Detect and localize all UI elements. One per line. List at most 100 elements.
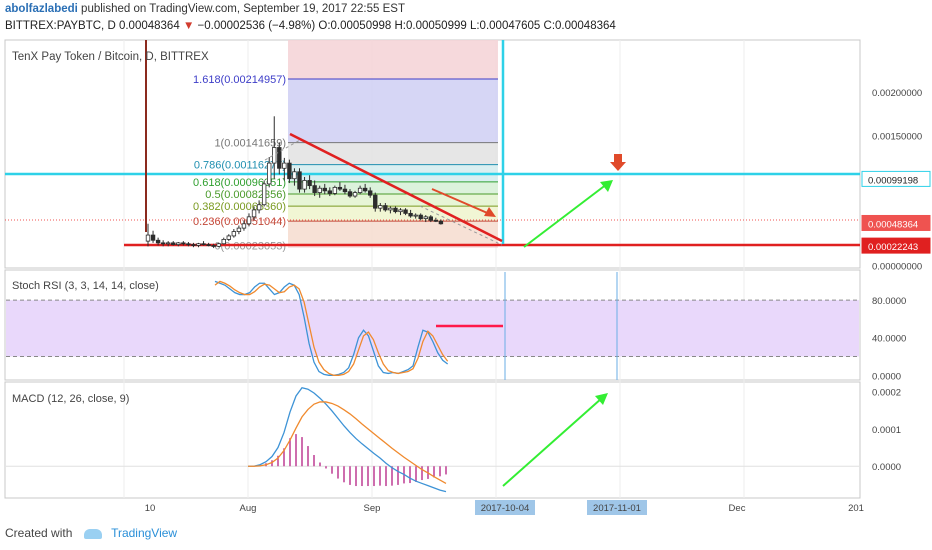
candle-body-26 (277, 147, 282, 169)
macd-tick-1: 0.0001 (872, 425, 901, 436)
fib-zone-5 (288, 206, 498, 222)
candle-body-54 (418, 214, 423, 219)
macd-tick-2: 0.0000 (872, 462, 901, 473)
price-tag-0: 0.00099198 (868, 175, 918, 186)
fib-zone-0 (288, 79, 498, 143)
tradingview-brand[interactable]: TradingView (111, 526, 178, 540)
fib-label-0: 1.618(0.00214957) (193, 74, 286, 86)
stoch-title: Stoch RSI (3, 3, 14, 14, close) (12, 280, 159, 292)
candle-body-16 (226, 235, 231, 240)
red-down-arrow-marker[interactable] (610, 154, 626, 171)
stoch-pane-frame (4, 269, 861, 381)
downtrend-line[interactable] (289, 132, 503, 243)
quote-high: H:0.00050999 (394, 20, 467, 32)
candle-body-18 (236, 227, 242, 232)
green-up-arrow-main[interactable] (523, 180, 613, 248)
fib-label-3: 0.618(0.00096351) (193, 177, 286, 189)
candle-body-47 (383, 205, 388, 211)
candle-body-9 (191, 244, 196, 246)
macd-series (248, 387, 447, 493)
candle-body-55 (423, 216, 428, 219)
fib-label-6: 0.236(0.00051044) (193, 216, 286, 228)
fib-top-shade (288, 40, 498, 80)
stoch-series (214, 280, 449, 376)
fib-trend-dashed-line (264, 139, 301, 161)
x-tick-5: Dec (729, 503, 746, 514)
candle-body-40 (347, 191, 353, 197)
price-tag-bg-0 (861, 170, 931, 187)
macd-line-0 (248, 387, 447, 493)
candle-body-33 (312, 185, 317, 193)
price-tag-2: 0.00022243 (868, 242, 918, 253)
green-up-arrow-macd[interactable] (502, 393, 608, 487)
candle-body-1 (150, 234, 156, 241)
footer: Created with TradingView (5, 526, 177, 540)
candle-body-20 (246, 216, 252, 225)
candle-body-4 (165, 242, 171, 245)
candle-series (145, 116, 444, 249)
down-triangle-icon: ▼ (182, 20, 195, 32)
y-tick-2: 0.00000000 (872, 261, 922, 272)
price-tag-bg-2 (861, 237, 931, 254)
candle-body-22 (256, 204, 262, 211)
quote-symbol: BITTREX:PAYBTC, D (5, 20, 116, 32)
fib-label-2: 0.786(0.00116277) (194, 160, 286, 172)
candle-body-29 (292, 171, 297, 180)
fib-zone-4 (288, 194, 498, 207)
macd-pane-frame (4, 381, 861, 499)
candle-body-10 (196, 243, 201, 246)
candle-body-50 (398, 209, 403, 213)
candle-body-19 (241, 223, 247, 229)
candle-body-5 (171, 242, 176, 245)
fib-label-1: 1(0.00141659) (214, 138, 286, 150)
candle-body-6 (176, 242, 181, 245)
candle-body-28 (287, 162, 292, 180)
candle-body-43 (362, 187, 368, 192)
price-axis[interactable]: 0.00200000 0.00150000 0.00000000 0.00099198… (861, 88, 931, 473)
stoch-tick-1: 40.0000 (872, 334, 906, 345)
candle-body-52 (408, 212, 413, 217)
candle-body-2 (155, 239, 161, 244)
fib-zone-6 (288, 221, 498, 246)
candle-body-39 (342, 188, 348, 193)
stoch-tick-0: 80.0000 (872, 296, 906, 307)
candle-body-37 (332, 186, 338, 194)
candle-body-24 (266, 162, 272, 185)
candle-body-38 (337, 186, 343, 190)
quote-change: −0.00002536 (−4.98%) (197, 20, 316, 32)
candle-body-44 (367, 190, 373, 196)
macd-title: MACD (12, 26, close, 9) (12, 393, 129, 405)
stoch-line-0 (214, 280, 449, 376)
fib-bottom-shade (288, 245, 498, 248)
candle-body-14 (216, 243, 221, 247)
candle-body-49 (393, 207, 398, 213)
time-axis[interactable]: 10 Aug Sep 2017-10-04 2017-11-01 Dec 201 (145, 500, 864, 515)
fib-zone-3 (288, 181, 498, 195)
candle-body-57 (433, 219, 439, 222)
price-tag-bg-1 (861, 214, 931, 231)
candle-body-30 (297, 171, 302, 190)
fib-zone-1 (288, 142, 498, 165)
candle-body-25 (272, 147, 277, 164)
x-tick-2: Sep (364, 503, 381, 514)
macd-line-1 (248, 401, 447, 484)
x-date-box-3 (475, 500, 535, 515)
x-tick-0: 10 (145, 503, 156, 514)
macd-tick-0: 0.0002 (872, 387, 901, 398)
candle-body-32 (307, 180, 312, 187)
stoch-band (6, 300, 859, 357)
macd-histogram (259, 434, 447, 487)
author-name[interactable]: abolfazlabedi (5, 3, 78, 15)
main-chart-title: TenX Pay Token / Bitcoin, D, BITTREX (12, 51, 209, 63)
x-tick-6: 201 (848, 503, 864, 514)
candle-body-45 (373, 194, 378, 209)
candle-body-48 (388, 207, 393, 211)
price-tag-1: 0.00048364 (868, 219, 918, 230)
fib-label-7: 0(0.00023053) (214, 240, 286, 252)
candle-body-41 (352, 192, 358, 197)
fibonacci-tool[interactable]: 1.618(0.00214957) 1(0.00141659) 0.786(0.00… (193, 40, 498, 252)
published-text: published on TradingView.com, September … (77, 3, 405, 15)
red-projection-arrow[interactable] (431, 188, 496, 217)
quote-last: 0.00048364 (118, 20, 180, 32)
